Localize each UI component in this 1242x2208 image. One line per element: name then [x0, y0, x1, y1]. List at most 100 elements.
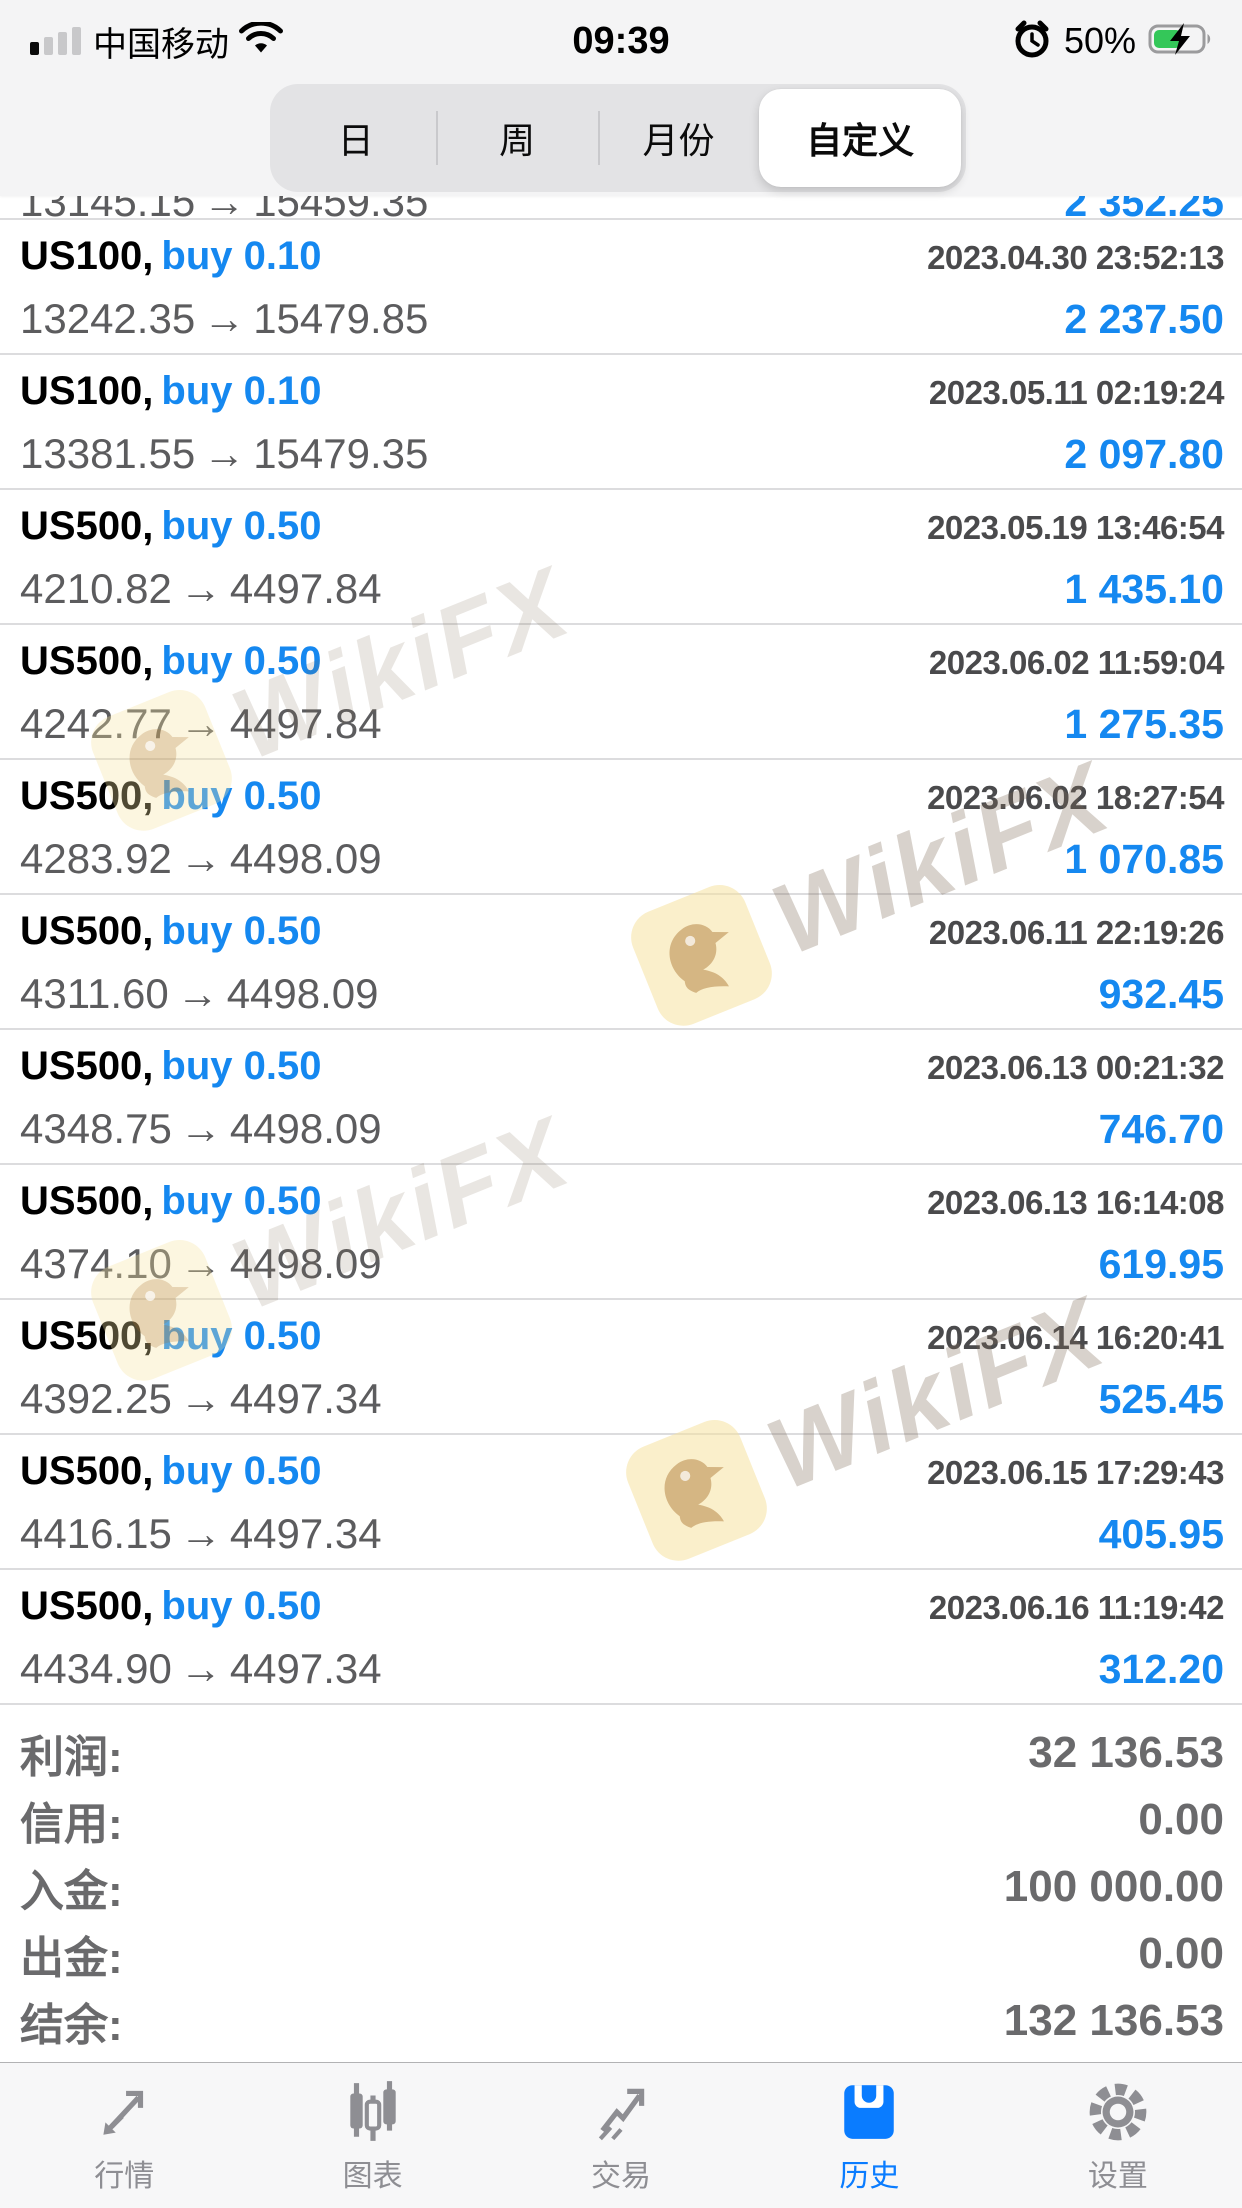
- trade-row[interactable]: US500, buy 0.50 2023.06.15 17:29:43 4416.…: [0, 1435, 1242, 1570]
- trade-symbol: US500,: [20, 1044, 154, 1088]
- trade-profit: 2 097.80: [1064, 431, 1224, 477]
- summary-label: 结余:: [20, 2000, 123, 2050]
- trade-row[interactable]: US500, buy 0.50 2023.06.02 11:59:04 4242.…: [0, 625, 1242, 760]
- trade-side-volume: buy 0.50: [161, 1449, 322, 1493]
- battery-percent-label: 50%: [1063, 20, 1136, 61]
- trade-profit: 1 070.85: [1064, 836, 1224, 882]
- trade-symbol: US500,: [20, 1179, 154, 1223]
- trade-profit: 405.95: [1098, 1511, 1224, 1557]
- trade-profit: 2 237.50: [1064, 296, 1224, 342]
- period-tab-custom[interactable]: 自定义: [759, 89, 961, 187]
- header: 中国移动 09:39 50%: [0, 0, 1242, 196]
- arrow-glyph: →: [179, 700, 222, 747]
- trade-symbol: US500,: [20, 1449, 154, 1493]
- trade-profit: 619.95: [1098, 1241, 1224, 1287]
- trade-prices: 13145.15 → 15459.35: [20, 196, 428, 218]
- trade-row[interactable]: US500, buy 0.50 2023.05.19 13:46:54 4210.…: [0, 490, 1242, 625]
- summary-row: 入金: 100 000.00: [20, 1853, 1224, 1920]
- status-time: 09:39: [572, 19, 670, 62]
- tab-trade[interactable]: 交易: [497, 2063, 745, 2208]
- period-tab-week[interactable]: 周: [436, 89, 597, 187]
- trade-prices: 4392.25 → 4497.34: [20, 1375, 382, 1422]
- gear-icon: [1084, 2079, 1152, 2145]
- trade-prices: 4348.75 → 4498.09: [20, 1105, 382, 1152]
- trade-row[interactable]: US100, buy 0.10 2023.05.11 02:19:24 13381…: [0, 355, 1242, 490]
- trade-prices: 4210.82 → 4497.84: [20, 565, 382, 612]
- trade-prices: 4311.60 → 4498.09: [20, 970, 379, 1017]
- trade-title: US500, buy 0.50: [20, 774, 322, 819]
- trade-symbol: US500,: [20, 639, 154, 683]
- tab-label: 历史: [839, 2160, 900, 2193]
- candlestick-chart-icon: [339, 2079, 407, 2145]
- trade-close-time: 2023.06.02 11:59:04: [928, 644, 1225, 681]
- arrow-glyph: →: [179, 1645, 222, 1692]
- tab-label: 图表: [342, 2160, 403, 2193]
- arrow-glyph: →: [179, 1375, 222, 1422]
- arrow-glyph: →: [179, 1510, 222, 1557]
- trade-title: US100, buy 0.10: [20, 369, 322, 414]
- summary-row: 结余: 132 136.53: [20, 1987, 1224, 2054]
- trade-title: US500, buy 0.50: [20, 1179, 322, 1224]
- trade-prices: 13381.55 → 15479.35: [20, 430, 429, 477]
- trade-row-partial[interactable]: 13145.15 → 15459.35 2 352.25: [0, 196, 1242, 220]
- trade-row[interactable]: US500, buy 0.50 2023.06.13 00:21:32 4348.…: [0, 1030, 1242, 1165]
- trade-row[interactable]: US100, buy 0.10 2023.04.30 23:52:13 13242…: [0, 220, 1242, 355]
- summary-value: 0.00: [1138, 1794, 1224, 1844]
- trade-title: US500, buy 0.50: [20, 1584, 322, 1629]
- status-bar: 中国移动 09:39 50%: [0, 0, 1242, 72]
- trade-side-volume: buy 0.50: [161, 504, 322, 548]
- trade-title: US500, buy 0.50: [20, 639, 322, 684]
- trade-close-time: 2023.06.16 11:19:42: [928, 1589, 1225, 1626]
- trade-close-time: 2023.06.13 16:14:08: [927, 1184, 1224, 1221]
- period-tab-month[interactable]: 月份: [597, 89, 759, 187]
- tab-charts[interactable]: 图表: [248, 2063, 496, 2208]
- trade-close-time: 2023.04.30 23:52:13: [927, 239, 1224, 276]
- trade-row[interactable]: US500, buy 0.50 2023.06.14 16:20:41 4392.…: [0, 1300, 1242, 1435]
- trade-side-volume: buy 0.10: [161, 369, 322, 413]
- tab-label: 行情: [94, 2160, 155, 2193]
- tab-settings[interactable]: 设置: [994, 2063, 1242, 2208]
- arrow-glyph: →: [176, 970, 219, 1017]
- trade-profit: 746.70: [1098, 1106, 1224, 1152]
- trade-prices: 4374.10 → 4498.09: [20, 1240, 382, 1287]
- trade-side-volume: buy 0.10: [161, 234, 322, 278]
- summary-value: 132 136.53: [1003, 1995, 1224, 2045]
- wifi-icon: [239, 20, 283, 61]
- trade-row[interactable]: US500, buy 0.50 2023.06.02 18:27:54 4283.…: [0, 760, 1242, 895]
- history-tray-icon: [834, 2079, 904, 2145]
- trade-prices: 4283.92 → 4498.09: [20, 835, 382, 882]
- trade-list: 13145.15 → 15459.35 2 352.25 US100, buy 0.1…: [0, 196, 1242, 1705]
- period-tab-day[interactable]: 日: [337, 120, 374, 161]
- tab-label: 设置: [1087, 2160, 1148, 2193]
- tab-bar: 行情 图表: [0, 2062, 1242, 2208]
- summary-row: 信用: 0.00: [20, 1786, 1224, 1853]
- trade-row[interactable]: US500, buy 0.50 2023.06.13 16:14:08 4374.…: [0, 1165, 1242, 1300]
- summary-row: 利润: 32 136.53: [20, 1719, 1224, 1786]
- trade-close-time: 2023.05.11 02:19:24: [928, 374, 1225, 411]
- trade-title: US500, buy 0.50: [20, 909, 322, 954]
- trade-close-time: 2023.06.15 17:29:43: [927, 1454, 1224, 1491]
- trade-prices: 4434.90 → 4497.34: [20, 1645, 382, 1692]
- trade-trend-icon: [587, 2079, 655, 2145]
- trade-symbol: US500,: [20, 909, 154, 953]
- trade-symbol: US100,: [20, 369, 154, 413]
- trade-title: US100, buy 0.10: [20, 234, 322, 279]
- trade-profit: 2 352.25: [1064, 196, 1224, 220]
- arrow-glyph: →: [179, 835, 222, 882]
- tab-quotes[interactable]: 行情: [0, 2063, 248, 2208]
- trade-prices: 4416.15 → 4497.34: [20, 1510, 382, 1557]
- tab-history[interactable]: 历史: [745, 2063, 993, 2208]
- trade-title: US500, buy 0.50: [20, 504, 322, 549]
- arrow-glyph: →: [179, 565, 222, 612]
- summary-label: 信用:: [20, 1799, 123, 1849]
- trade-row[interactable]: US500, buy 0.50 2023.06.11 22:19:26 4311.…: [0, 895, 1242, 1030]
- trade-row[interactable]: US500, buy 0.50 2023.06.16 11:19:42 4434.…: [0, 1570, 1242, 1705]
- summary-value: 0.00: [1138, 1928, 1224, 1978]
- summary-label: 利润:: [20, 1732, 123, 1782]
- arrow-glyph: →: [179, 1240, 222, 1287]
- trade-profit: 525.45: [1098, 1376, 1224, 1422]
- trade-close-time: 2023.05.19 13:46:54: [927, 509, 1224, 546]
- trade-title: US500, buy 0.50: [20, 1044, 322, 1089]
- trade-profit: 1 275.35: [1064, 701, 1224, 747]
- summary-label: 入金:: [20, 1866, 123, 1916]
